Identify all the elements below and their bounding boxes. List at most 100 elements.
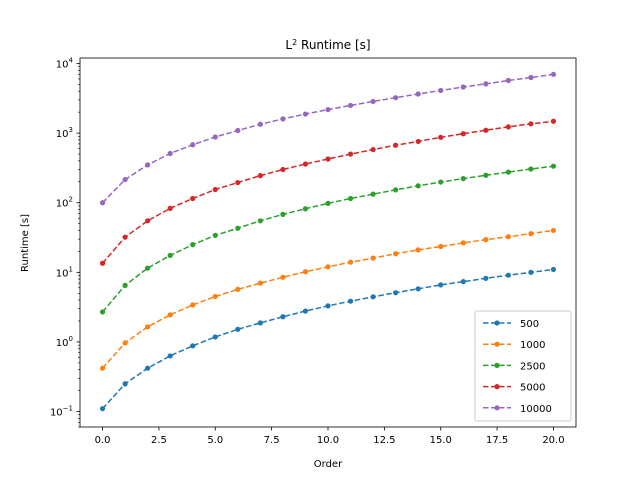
- data-point-10000: [505, 77, 511, 84]
- data-point-500: [99, 406, 106, 412]
- data-point-5000: [280, 166, 286, 173]
- data-point-5000: [460, 131, 466, 137]
- data-point-10000: [280, 116, 286, 122]
- data-point-500: [415, 286, 421, 292]
- data-point-5000: [325, 156, 331, 162]
- data-point-10000: [550, 71, 557, 77]
- data-point-1000: [550, 227, 557, 234]
- data-point-2500: [325, 200, 331, 206]
- data-point-500: [460, 279, 466, 285]
- legend-label-2500: 2500: [520, 361, 545, 372]
- data-point-1000: [122, 340, 128, 346]
- data-point-10000: [483, 81, 489, 87]
- data-point-500: [212, 334, 218, 340]
- data-point-5000: [347, 151, 354, 157]
- data-point-1000: [167, 312, 173, 318]
- data-point-10000: [145, 162, 151, 168]
- legend-marker-1000: [494, 341, 500, 347]
- data-point-2500: [190, 242, 196, 248]
- x-tick-label: 5.0: [207, 435, 223, 446]
- data-point-10000: [370, 98, 376, 105]
- data-point-5000: [393, 142, 399, 148]
- data-point-10000: [302, 111, 309, 117]
- legend-marker-500: [494, 320, 500, 326]
- data-point-2500: [122, 282, 128, 288]
- legend: 500 1000 2500 5000 10000: [474, 310, 572, 422]
- data-point-2500: [212, 232, 218, 238]
- data-point-1000: [302, 269, 309, 275]
- data-point-2500: [302, 206, 309, 212]
- data-point-5000: [483, 127, 489, 133]
- data-point-1000: [99, 365, 106, 371]
- x-axis-label: Order: [314, 459, 343, 470]
- data-point-2500: [257, 218, 263, 224]
- y-tick-label: 102: [56, 196, 73, 210]
- data-point-500: [122, 381, 128, 387]
- data-point-1000: [370, 255, 376, 261]
- data-point-500: [347, 298, 354, 304]
- data-point-1000: [528, 231, 534, 237]
- data-point-5000: [415, 138, 421, 145]
- legend-marker-5000: [494, 384, 500, 390]
- data-point-2500: [99, 309, 106, 315]
- data-point-1000: [460, 240, 466, 246]
- data-point-1000: [483, 237, 489, 243]
- data-point-5000: [167, 205, 173, 211]
- data-point-2500: [483, 172, 489, 178]
- data-point-5000: [235, 179, 241, 186]
- data-point-10000: [347, 102, 354, 109]
- series-line-5000: [101, 120, 554, 264]
- chart-title-base: L: [285, 38, 292, 52]
- data-point-5000: [370, 146, 376, 153]
- data-point-5000: [438, 134, 444, 140]
- data-point-10000: [415, 91, 421, 97]
- data-point-500: [438, 282, 444, 288]
- data-point-5000: [145, 218, 151, 224]
- x-tick-label: 20.0: [542, 435, 564, 446]
- data-point-1000: [415, 247, 421, 253]
- data-point-5000: [528, 121, 534, 127]
- legend-marker-10000: [494, 405, 500, 411]
- data-point-500: [325, 303, 331, 309]
- data-point-10000: [122, 176, 128, 183]
- x-tick-label: 15.0: [430, 435, 452, 446]
- data-point-2500: [235, 225, 241, 231]
- data-point-500: [167, 353, 173, 359]
- data-point-5000: [122, 234, 128, 240]
- data-point-5000: [505, 124, 511, 130]
- y-tick-label: 103: [56, 126, 73, 140]
- data-point-2500: [528, 166, 534, 172]
- data-point-2500: [438, 179, 444, 185]
- data-point-10000: [167, 150, 173, 157]
- data-point-1000: [438, 243, 444, 250]
- data-point-500: [370, 294, 376, 300]
- legend-label-500: 500: [520, 319, 539, 330]
- chart-title: L2 Runtime [s]: [285, 38, 370, 53]
- data-point-10000: [528, 74, 534, 81]
- data-point-2500: [393, 187, 399, 193]
- x-tick-label: 7.5: [264, 435, 280, 446]
- data-point-2500: [145, 265, 151, 271]
- data-point-10000: [212, 134, 218, 140]
- chart-title-superscript: 2: [292, 38, 297, 47]
- data-point-2500: [460, 176, 466, 182]
- data-point-1000: [257, 280, 263, 286]
- y-axis-label: Runtime [s]: [20, 214, 31, 272]
- data-point-5000: [190, 195, 196, 202]
- data-point-500: [235, 326, 241, 332]
- data-point-10000: [190, 142, 196, 148]
- data-point-2500: [550, 163, 557, 169]
- data-point-5000: [302, 161, 309, 167]
- data-point-1000: [190, 302, 196, 308]
- data-point-1000: [212, 293, 218, 300]
- data-point-10000: [460, 84, 466, 90]
- data-point-10000: [235, 127, 241, 134]
- data-point-500: [190, 343, 196, 349]
- data-point-2500: [415, 183, 421, 189]
- data-point-500: [550, 266, 557, 273]
- data-point-1000: [505, 234, 511, 240]
- x-tick-label: 10.0: [317, 435, 339, 446]
- legend-label-5000: 5000: [520, 383, 545, 394]
- data-point-500: [393, 290, 399, 296]
